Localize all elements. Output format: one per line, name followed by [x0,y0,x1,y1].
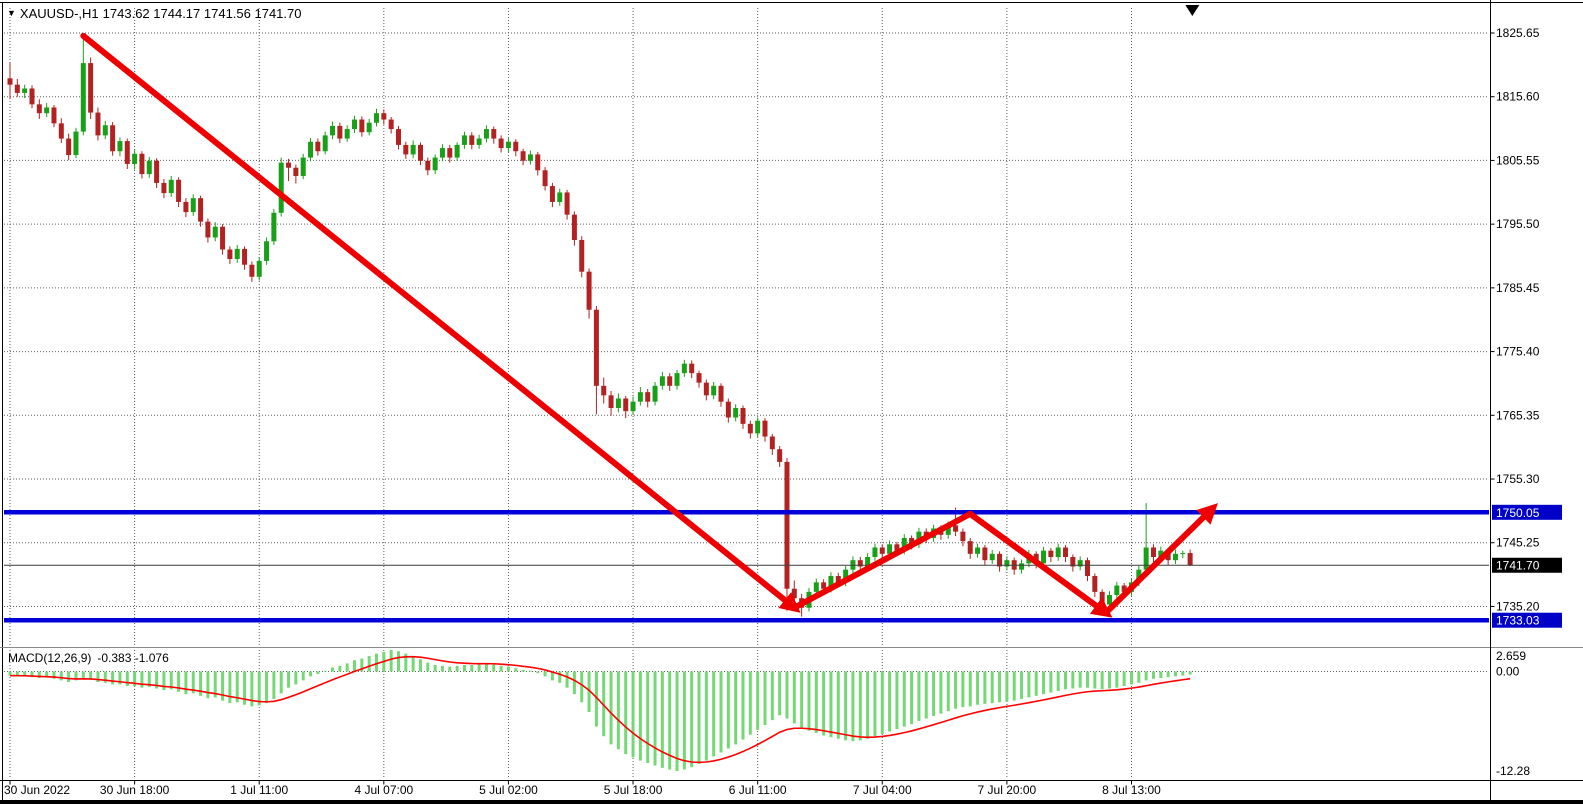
grid [4,8,1489,779]
price-axis-label: 1815.60 [1496,90,1540,104]
price-tag: 1750.05 [1492,504,1562,520]
price-axis-label: 1755.30 [1496,472,1540,486]
price-axis-label: 1785.45 [1496,281,1540,295]
ohlc-values-label: 1743.62 1744.17 1741.56 1741.70 [102,6,302,21]
macd-indicator-label: MACD(12,26,9) -0.383 -1.076 [8,651,175,665]
macd-signal-line [9,655,1191,764]
candles [7,35,1193,617]
time-axis-label: 7 Jul 20:00 [978,783,1037,797]
price-axis-label: 1765.35 [1496,408,1540,422]
time-axis[interactable]: 30 Jun 2022 30 Jun 18:00 1 Jul 11:00 4 Jul … [4,780,1161,798]
price-tag: 1733.03 [1492,612,1562,628]
time-axis-label: 5 Jul 02:00 [479,783,538,797]
price-axis-label: 1735.20 [1496,599,1540,613]
time-axis-label: 30 Jun 18:00 [100,783,170,797]
symbol-dropdown-triangle-icon[interactable]: ▼ [7,8,16,18]
time-axis-label: 8 Jul 13:00 [1102,783,1161,797]
macd-values-label: -0.383 -1.076 [97,651,169,665]
macd-axis-label: 2.659 [1496,649,1526,663]
svg-text:1733.03: 1733.03 [1496,614,1540,628]
time-axis-label: 4 Jul 07:00 [354,783,413,797]
trend-arrow-annotation[interactable] [80,32,1218,618]
price-tag: 1741.70 [1492,557,1562,573]
price-axis-label: 1805.55 [1496,153,1540,167]
svg-text:1741.70: 1741.70 [1496,559,1540,573]
price-axis[interactable]: 1825.65 1815.60 1805.55 1795.50 1785.45 1775.… [1490,26,1563,778]
price-axis-label: 1745.25 [1496,536,1540,550]
price-axis-label: 1825.65 [1496,26,1540,40]
macd-name-label: MACD(12,26,9) [8,651,92,665]
bottom-border-bar [0,800,1583,804]
macd-axis-label: -12.28 [1496,764,1530,778]
down-triangle-marker-icon[interactable] [1185,5,1200,16]
time-axis-label: 5 Jul 18:00 [604,783,663,797]
time-axis-label: 30 Jun 2022 [4,783,70,797]
time-axis-label: 6 Jul 11:00 [729,783,787,797]
chart-header: ▼ XAUUSD-,H1 1743.62 1744.17 1741.56 1741.… [7,6,305,21]
symbol-timeframe-label: XAUUSD-,H1 [19,6,99,21]
macd-axis-label: 0.00 [1496,665,1520,679]
time-axis-label: 1 Jul 11:00 [230,783,288,797]
price-axis-label: 1795.50 [1496,217,1540,231]
price-axis-label: 1775.40 [1496,345,1540,359]
time-axis-label: 7 Jul 04:00 [853,783,912,797]
svg-text:1750.05: 1750.05 [1496,506,1540,520]
